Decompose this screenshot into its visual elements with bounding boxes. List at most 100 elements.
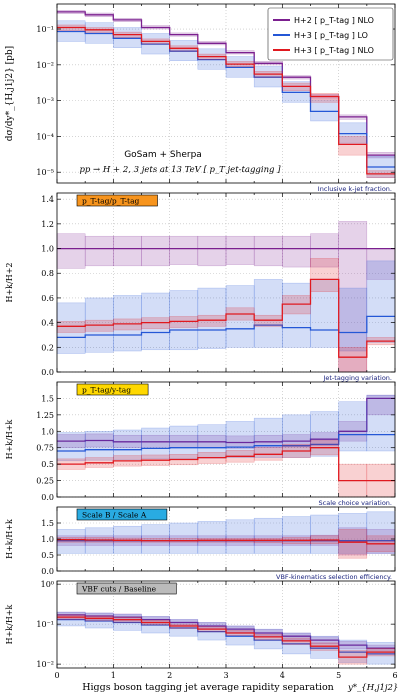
uncertainty-band [366, 529, 396, 554]
series-1 [56, 511, 396, 554]
uncertainty-band [225, 519, 255, 554]
panel-tag-label: Scale B / Scale A [82, 511, 147, 520]
uncertainty-band [282, 235, 311, 268]
x-axis-symbol: y*_{H,j1j2} [347, 683, 398, 693]
panel-ratio1: 0.0 0.2 0.4 0.6 0.8 1.0 1.2 1.4 H+k/H+2 p_T-tag/p… [5, 192, 396, 382]
y-tick-label: 10⁻⁵ [36, 168, 54, 177]
uncertainty-band [366, 260, 396, 343]
y-tick-label: 10⁻² [36, 61, 54, 70]
panels: 10⁻⁵ 10⁻⁴ 10⁻³ 10⁻² 10⁻¹ dσ/dy*_{H,j1j2} [pb]… [5, 3, 398, 680]
x-tick-label: 4 [280, 671, 285, 680]
uncertainty-band [310, 411, 339, 457]
series-2 [56, 24, 396, 179]
uncertainty-band [56, 529, 86, 554]
uncertainty-band [169, 290, 199, 351]
series-2 [56, 529, 396, 559]
x-tick-label: 2 [167, 671, 172, 680]
uncertainty-band [113, 429, 142, 460]
y-tick-label: 1.5 [41, 519, 54, 528]
panel-tag-box [76, 383, 149, 396]
x-tick-label: 3 [223, 671, 228, 680]
panel-ratio2: 0.0 0.25 0.5 0.75 1.0 1.25 1.5 H+k/H+k p_T-tag/y… [5, 381, 396, 507]
y-tick-label: 10⁻¹ [36, 25, 54, 34]
uncertainty-band [197, 521, 227, 554]
uncertainty-band [197, 235, 227, 267]
y-tick-label: 1.25 [36, 411, 54, 420]
process-annotation: pp → H + 2, 3 jets at 13 TeV [ p_T jet-t… [79, 165, 281, 175]
y-tick-label: 0.0 [41, 493, 54, 502]
uncertainty-band [141, 235, 170, 267]
y-tick-label: 10⁻³ [36, 97, 54, 106]
uncertainty-band [310, 233, 339, 268]
uncertainty-band [338, 347, 368, 373]
panel-ratio4: 10⁻² 10⁻¹ 10⁰ H+k/H+k VBF cuts / Baseline [5, 580, 396, 669]
y-tick-label: 10⁻² [36, 660, 54, 669]
legend-label: H+3 [ p_T-tag ] NLO [294, 46, 374, 55]
y-tick-label: 1.2 [41, 220, 54, 229]
y-tick-label: 0.25 [36, 477, 54, 486]
legend-label: H+2 [ p_T-tag ] NLO [294, 16, 374, 25]
series-2 [56, 614, 396, 665]
uncertainty-band [225, 421, 255, 458]
uncertainty-band [141, 524, 170, 554]
y-tick-label: 1.0 [41, 535, 54, 544]
uncertainty-band [141, 292, 170, 351]
series-0 [56, 394, 396, 449]
panel-footer: Jet-tagging variation. [322, 374, 392, 382]
series-0 [56, 10, 396, 159]
uncertainty-band [310, 514, 339, 554]
series-line [57, 447, 395, 482]
y-tick-label: 10⁻⁴ [36, 132, 54, 141]
uncertainty-band [282, 282, 311, 348]
x-tick-label: 0 [54, 671, 59, 680]
y-tick-label: 1.0 [41, 245, 54, 254]
panel-tag-box [76, 508, 168, 521]
generator-annotation: GoSam + Sherpa [124, 150, 202, 160]
uncertainty-band [84, 235, 114, 267]
y-tick-label: 10⁻¹ [36, 620, 54, 629]
y-axis-label: H+k/H+k [5, 604, 14, 644]
panel-tag-box [76, 194, 158, 207]
x-tick-label: 5 [336, 671, 341, 680]
series-0 [56, 611, 396, 653]
panel-ratio3: 0.0 0.5 1.0 1.5 H+k/H+k Scale B / Scale A VBF-… [5, 506, 396, 581]
uncertainty-band [253, 279, 283, 348]
y-tick-label: 0.4 [41, 319, 54, 328]
legend-label: H+3 [ p_T-tag ] LO [294, 31, 368, 40]
series-2 [56, 258, 396, 373]
uncertainty-band [56, 432, 86, 462]
uncertainty-band [113, 235, 142, 267]
series-2 [56, 440, 396, 498]
uncertainty-band [338, 287, 368, 352]
y-tick-label: 10⁰ [41, 580, 54, 589]
uncertainty-band [169, 235, 199, 265]
uncertainty-band [253, 517, 283, 554]
panel-footer: VBF-kinematics selection efficiency. [276, 573, 392, 581]
uncertainty-band [253, 417, 283, 458]
y-axis-label: dσ/dy*_{H,j1j2} [pb] [5, 46, 15, 141]
y-tick-label: 0.0 [41, 567, 54, 576]
series-line [57, 614, 395, 649]
legend: H+2 [ p_T-tag ] NLO H+3 [ p_T-tag ] LO H+3… [267, 7, 394, 61]
uncertainty-band [282, 516, 311, 554]
uncertainty-band [225, 235, 255, 265]
y-tick-label: 0.0 [41, 368, 54, 377]
y-tick-label: 1.0 [41, 427, 54, 436]
legend-box [267, 7, 394, 61]
x-tick-label: 1 [111, 671, 116, 680]
y-axis-label: H+k/H+2 [5, 263, 14, 303]
series-line [57, 433, 395, 452]
uncertainty-band [84, 431, 114, 461]
uncertainty-band [310, 93, 339, 103]
uncertainty-band [338, 136, 368, 156]
y-tick-label: 1.5 [41, 394, 54, 403]
panel-footer: Scale choice variation. [319, 499, 392, 507]
y-tick-label: 1.4 [41, 195, 54, 204]
annotations: GoSam + Sherpa pp → H + 2, 3 jets at 13 … [79, 150, 281, 175]
panel-tag-box [76, 582, 177, 595]
uncertainty-band [225, 285, 255, 348]
uncertainty-band [197, 424, 227, 459]
uncertainty-band [366, 394, 396, 452]
uncertainty-band [338, 401, 368, 452]
